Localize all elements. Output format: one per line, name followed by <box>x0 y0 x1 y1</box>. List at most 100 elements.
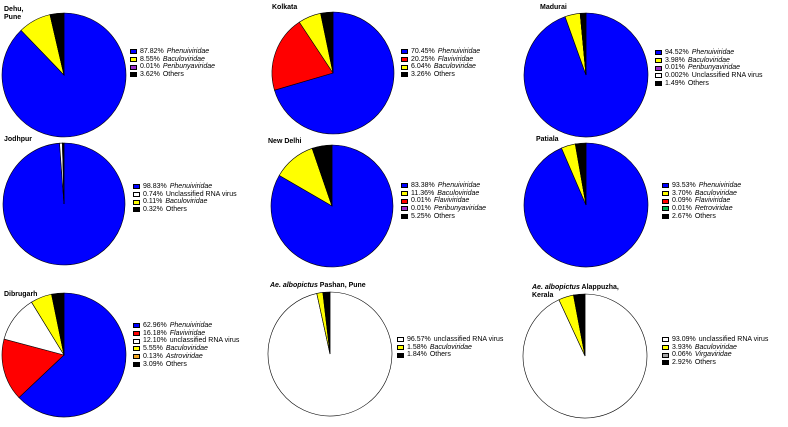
legend-swatch <box>401 49 408 55</box>
legend-item-peribunyaviridae: 0.01% Peribunyaviridae <box>655 64 763 72</box>
panel-title: Kolkata <box>272 4 297 12</box>
legend-percent: 0.06% <box>672 351 692 359</box>
panel-title-location: Patiala <box>536 136 559 143</box>
legend-swatch <box>655 65 662 71</box>
legend-swatch <box>662 191 669 197</box>
legend-swatch <box>397 352 404 358</box>
legend-swatch <box>655 81 662 87</box>
legend-label: Others <box>165 360 187 368</box>
legend-percent: 0.11% <box>143 198 163 206</box>
legend-swatch <box>133 331 140 337</box>
legend-label: Peribunyaviridae <box>433 205 487 213</box>
legend-item-baculoviridae: 8.55% Baculoviridae <box>130 56 215 64</box>
pie-slice-others <box>62 142 65 205</box>
legend-swatch <box>401 57 408 63</box>
legend-percent: 2.67% <box>672 212 692 220</box>
legend-swatch <box>401 72 408 78</box>
legend-item-others: 1.49% Others <box>655 80 763 88</box>
legend-label: Others <box>162 71 184 79</box>
legend-label: unclassified RNA virus <box>698 336 769 343</box>
pie-slice-others <box>575 142 587 206</box>
legend-label: Peribunyaviridae <box>162 63 216 71</box>
legend-item-phenuiviridae: 87.82% Phenuiviridae <box>130 48 215 56</box>
legend-label: Flaviviridae <box>437 55 474 63</box>
legend-label: Baculoviridae <box>429 343 472 351</box>
legend-percent: 1.58% <box>407 343 427 351</box>
legend-swatch <box>130 72 137 78</box>
legend-swatch <box>401 206 408 212</box>
legend-item-unclassified-rna-virus: 0.002% Unclassified RNA virus <box>655 72 763 80</box>
legend-item-others: 1.84% Others <box>397 351 503 359</box>
legend-item-others: 3.26% Others <box>401 71 480 79</box>
legend-label: Virgaviridae <box>694 351 732 359</box>
legend-percent: 0.002% <box>665 72 689 80</box>
legend-item-peribunyaviridae: 0.01% Peribunyaviridae <box>401 205 486 213</box>
legend-item-flaviviridae: 16.18% Flaviviridae <box>133 330 239 338</box>
legend-label: Baculoviridae <box>433 63 476 71</box>
legend-percent: 93.09% <box>672 336 696 343</box>
legend-item-baculoviridae: 3.70% Baculoviridae <box>662 190 741 198</box>
legend-item-baculoviridae: 3.93% Baculoviridae <box>662 344 768 352</box>
pie-legend: 98.83% Phenuiviridae 0.74% Unclassified RNA… <box>133 183 237 214</box>
legend-percent: 0.01% <box>672 205 692 213</box>
pie-slice-others <box>573 293 586 357</box>
legend-swatch <box>401 198 408 204</box>
legend-label: Unclassified RNA virus <box>165 190 237 198</box>
pie-chart <box>270 144 394 268</box>
pie-slice-others <box>49 12 65 76</box>
panel-title: Madurai <box>540 4 567 12</box>
pie-legend: 94.52% Phenuiviridae 3.98% Baculoviridae 0.0… <box>655 49 763 88</box>
legend-percent: 0.32% <box>143 206 163 214</box>
legend-item-phenuiviridae: 62.96% Phenuiviridae <box>133 322 239 330</box>
panel-title-location: Jodhpur <box>4 136 32 143</box>
legend-swatch <box>397 337 404 343</box>
legend-label: Phenuiviridae <box>166 48 210 55</box>
legend-label: Others <box>165 206 187 214</box>
legend-percent: 8.55% <box>140 55 160 63</box>
legend-swatch <box>133 192 140 198</box>
pie-legend: 96.57% unclassified RNA virus 1.58% Baculov… <box>397 336 503 359</box>
panel-title-location: New Delhi <box>268 138 302 145</box>
pie-legend: 93.53% Phenuiviridae 3.70% Baculoviridae 0.0… <box>662 182 741 221</box>
pie-legend: 70.45% Phenuiviridae 20.25% Flaviviridae 6.0… <box>401 48 480 79</box>
legend-item-baculoviridae: 3.98% Baculoviridae <box>655 57 763 65</box>
legend-percent: 0.13% <box>143 352 163 360</box>
panel-title-location: Alappuzha, Kerala <box>532 284 619 299</box>
panel-title-location: Pashan, Pune <box>317 282 366 289</box>
panel-title-location: Dibrugarh <box>4 291 38 298</box>
legend-percent: 3.70% <box>672 189 692 197</box>
legend-label: Baculoviridae <box>162 55 205 63</box>
legend-swatch <box>401 214 408 220</box>
legend-percent: 0.01% <box>411 197 431 205</box>
legend-swatch <box>662 206 669 212</box>
legend-item-others: 2.67% Others <box>662 213 741 221</box>
legend-swatch <box>133 338 140 344</box>
legend-item-flaviviridae: 0.09% Flaviviridae <box>662 197 741 205</box>
legend-percent: 0.01% <box>665 64 685 72</box>
panel-title-location: Madurai <box>540 4 567 11</box>
legend-percent: 94.52% <box>665 49 689 56</box>
pie-chart <box>1 292 127 418</box>
pie-chart <box>1 12 127 138</box>
legend-item-phenuiviridae: 94.52% Phenuiviridae <box>655 49 763 57</box>
pie-chart <box>2 142 126 266</box>
legend-swatch <box>133 207 140 213</box>
legend-label: Unclassified RNA virus <box>691 72 763 80</box>
legend-item-baculoviridae: 1.58% Baculoviridae <box>397 344 503 352</box>
legend-swatch <box>133 354 140 360</box>
legend-label: Baculoviridae <box>694 189 737 197</box>
legend-item-astroviridae: 0.13% Astroviridae <box>133 353 239 361</box>
legend-percent: 5.25% <box>411 212 431 220</box>
pie-slice-others <box>320 11 334 74</box>
legend-swatch <box>662 345 669 351</box>
legend-swatch <box>401 191 408 197</box>
panel-title: Patiala <box>536 136 559 144</box>
legend-percent: 3.93% <box>672 343 692 351</box>
legend-percent: 3.09% <box>143 360 163 368</box>
legend-percent: 0.74% <box>143 190 163 198</box>
legend-swatch <box>655 50 662 56</box>
legend-swatch <box>662 214 669 220</box>
legend-item-others: 3.62% Others <box>130 71 215 79</box>
legend-percent: 20.25% <box>411 55 435 63</box>
legend-percent: 2.92% <box>672 359 692 367</box>
